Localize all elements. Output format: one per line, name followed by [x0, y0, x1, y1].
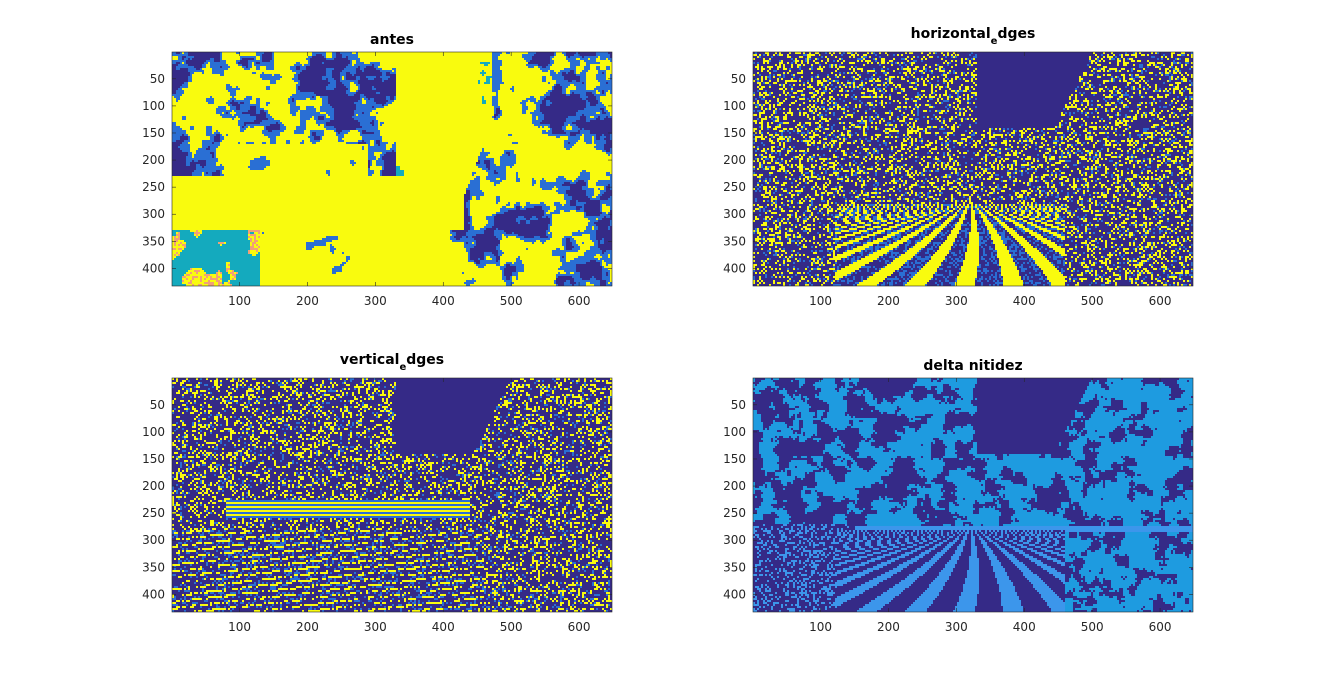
y-tick-label: 150 [142, 126, 165, 140]
y-tick-label: 50 [150, 398, 165, 412]
y-tick-label: 250 [723, 506, 746, 520]
title-subscript: e [991, 36, 998, 47]
y-tick-label: 400 [142, 261, 165, 275]
x-tick-label: 400 [432, 294, 455, 308]
y-tick-label: 100 [723, 99, 746, 113]
heatmap-image [753, 52, 1193, 286]
x-tick-label: 600 [1149, 294, 1172, 308]
title-subscript: e [399, 362, 406, 373]
y-tick-label: 400 [723, 587, 746, 601]
y-tick-label: 100 [723, 425, 746, 439]
heatmap-image [753, 378, 1193, 612]
y-tick-label: 400 [723, 261, 746, 275]
x-tick-label: 100 [228, 620, 251, 634]
title-part: vertical [340, 352, 400, 368]
x-tick-label: 300 [945, 620, 968, 634]
y-tick-label: 300 [142, 207, 165, 221]
x-tick-label: 400 [1013, 294, 1036, 308]
y-tick-label: 50 [731, 398, 746, 412]
y-tick-label: 350 [723, 234, 746, 248]
x-tick-label: 300 [364, 294, 387, 308]
y-tick-label: 150 [723, 126, 746, 140]
subplot-title: delta nitidez [923, 358, 1022, 374]
y-tick-label: 350 [142, 234, 165, 248]
y-tick-label: 350 [142, 560, 165, 574]
axes-box [171, 51, 613, 287]
y-tick-label: 100 [142, 99, 165, 113]
x-tick-label: 500 [1081, 620, 1104, 634]
subplot-4: 100 200 300 400 500 600 50 100 150 200 250 300 350 40… [723, 358, 1194, 634]
x-tick-label: 500 [1081, 294, 1104, 308]
y-tick-label: 300 [142, 533, 165, 547]
y-tick-label: 300 [723, 533, 746, 547]
subplot-title: antes [370, 32, 414, 48]
subplot-1: 100 200 300 400 500 600 50 100 150 200 250 300 350 40… [142, 32, 613, 308]
title-part: horizontal [911, 26, 991, 42]
x-tick-label: 600 [568, 620, 591, 634]
x-tick-label: 500 [500, 620, 523, 634]
x-tick-label: 200 [877, 294, 900, 308]
y-tick-label: 200 [723, 153, 746, 167]
x-tick-label: 200 [877, 620, 900, 634]
x-tick-label: 200 [296, 620, 319, 634]
x-tick-label: 400 [432, 620, 455, 634]
x-tick-label: 200 [296, 294, 319, 308]
axes-box [752, 377, 1194, 613]
x-tick-label: 100 [228, 294, 251, 308]
x-tick-label: 500 [500, 294, 523, 308]
y-tick-label: 100 [142, 425, 165, 439]
heatmap-image [172, 378, 612, 612]
y-tick-label: 400 [142, 587, 165, 601]
y-tick-label: 200 [142, 479, 165, 493]
y-tick-label: 150 [723, 452, 746, 466]
axes-box [752, 51, 1194, 287]
x-tick-label: 600 [1149, 620, 1172, 634]
y-tick-label: 250 [142, 506, 165, 520]
y-tick-label: 150 [142, 452, 165, 466]
x-tick-label: 300 [945, 294, 968, 308]
y-tick-label: 200 [142, 153, 165, 167]
y-tick-label: 300 [723, 207, 746, 221]
y-tick-label: 250 [142, 180, 165, 194]
x-tick-label: 300 [364, 620, 387, 634]
axes-box [171, 377, 613, 613]
subplot-title: verticaledges [340, 352, 444, 373]
y-tick-label: 350 [723, 560, 746, 574]
subplot-2: 100 200 300 400 500 600 50 100 150 200 250 300 350 40… [723, 26, 1194, 308]
subplot-3: 100 200 300 400 500 600 50 100 150 200 250 300 350 40… [142, 352, 613, 634]
y-tick-label: 50 [150, 72, 165, 86]
y-tick-label: 50 [731, 72, 746, 86]
y-tick-label: 250 [723, 180, 746, 194]
title-part: dges [997, 26, 1035, 42]
x-tick-label: 100 [809, 620, 832, 634]
y-tick-label: 200 [723, 479, 746, 493]
subplot-title: horizontaledges [911, 26, 1036, 47]
heatmap-image [172, 52, 612, 286]
x-tick-label: 100 [809, 294, 832, 308]
x-tick-label: 600 [568, 294, 591, 308]
x-tick-label: 400 [1013, 620, 1036, 634]
title-part: dges [406, 352, 444, 368]
